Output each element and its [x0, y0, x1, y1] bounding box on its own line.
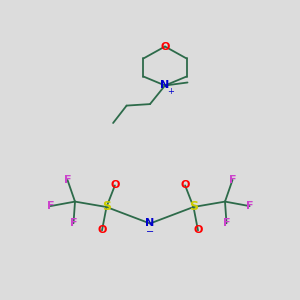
Text: −: − — [146, 227, 154, 237]
Text: F: F — [223, 218, 230, 228]
Text: O: O — [160, 41, 170, 52]
Text: F: F — [246, 201, 253, 211]
Text: F: F — [229, 175, 236, 185]
Text: +: + — [168, 87, 174, 96]
Text: S: S — [102, 200, 111, 214]
Text: F: F — [47, 201, 54, 211]
Text: O: O — [110, 180, 120, 190]
Text: O: O — [193, 225, 203, 236]
Text: F: F — [64, 175, 71, 185]
Text: O: O — [97, 225, 107, 236]
Text: S: S — [189, 200, 198, 214]
Text: N: N — [160, 80, 169, 91]
Text: F: F — [70, 218, 77, 228]
Text: O: O — [180, 180, 190, 190]
Text: N: N — [146, 218, 154, 229]
